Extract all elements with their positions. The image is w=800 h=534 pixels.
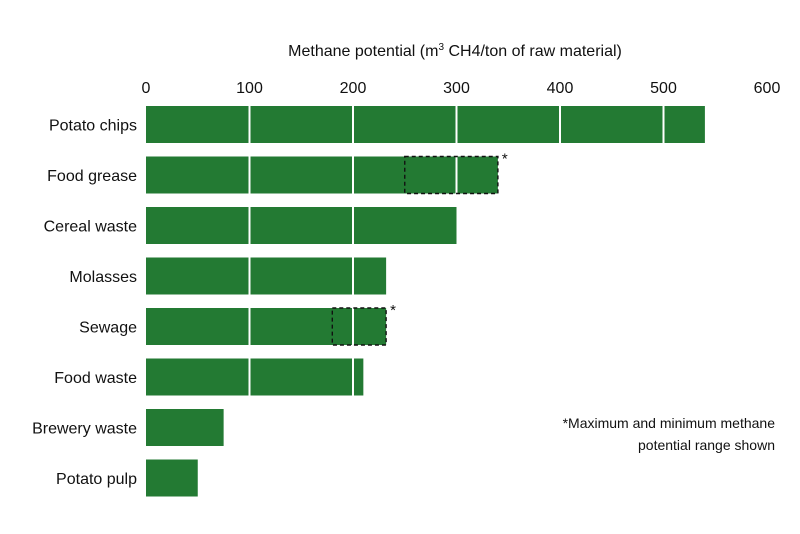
x-tick-label: 200 xyxy=(340,80,367,97)
category-label: Brewery waste xyxy=(32,421,137,438)
category-label: Food grease xyxy=(47,168,137,185)
category-label: Sewage xyxy=(79,320,137,337)
category-label: Molasses xyxy=(69,269,137,286)
range-asterisk: * xyxy=(502,151,508,168)
range-asterisk: * xyxy=(390,302,396,319)
bar xyxy=(146,409,224,446)
bar xyxy=(146,207,457,244)
bar xyxy=(146,308,387,345)
range-markers: ** xyxy=(331,151,508,346)
x-tick-label: 600 xyxy=(754,80,781,97)
category-label: Cereal waste xyxy=(44,219,137,236)
bar xyxy=(146,459,198,497)
footnote-line-2: potential range shown xyxy=(638,437,775,453)
category-label: Food waste xyxy=(54,370,137,387)
category-label: Potato pulp xyxy=(56,471,137,488)
x-tick-label: 0 xyxy=(142,80,151,97)
x-tick-label: 500 xyxy=(650,80,677,97)
x-axis-ticks: 0 100 200 300 400 500 600 xyxy=(142,80,781,97)
x-tick-label: 400 xyxy=(547,80,574,97)
bar xyxy=(146,156,498,194)
bar xyxy=(146,106,705,143)
bar xyxy=(146,358,364,396)
chart-title: Methane potential (m3 CH4/ton of raw mat… xyxy=(288,42,622,60)
footnote-line-1: *Maximum and minimum methane xyxy=(563,415,776,431)
x-tick-label: 100 xyxy=(236,80,263,97)
bars-group xyxy=(146,106,705,497)
bar xyxy=(146,257,387,295)
x-tick-label: 300 xyxy=(443,80,470,97)
range-box xyxy=(331,307,387,346)
category-labels: Potato chips Food grease Cereal waste Molas… xyxy=(32,118,137,489)
range-box xyxy=(404,155,499,195)
category-label: Potato chips xyxy=(49,118,137,135)
